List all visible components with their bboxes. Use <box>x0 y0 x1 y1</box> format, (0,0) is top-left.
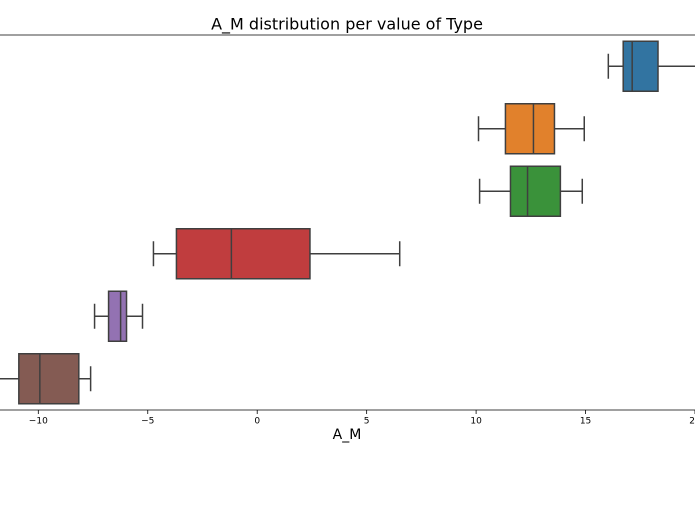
x-tick-label: −5 <box>141 417 154 427</box>
x-axis-label: A_M <box>333 427 362 443</box>
box <box>107 290 128 342</box>
chart-title: A_M distribution per value of Type <box>211 15 483 35</box>
plot-area <box>0 40 695 405</box>
x-tick-label: 15 <box>580 417 591 427</box>
x-tick-label: 0 <box>254 417 260 427</box>
box <box>175 228 311 280</box>
x-tick-label: 5 <box>364 417 370 427</box>
x-tick-label: 20 <box>689 417 695 427</box>
box <box>504 103 556 155</box>
x-tick-label: 10 <box>470 417 482 427</box>
box <box>622 40 659 92</box>
x-tick-label: −10 <box>29 417 48 427</box>
box <box>18 353 80 405</box>
box <box>509 165 562 217</box>
